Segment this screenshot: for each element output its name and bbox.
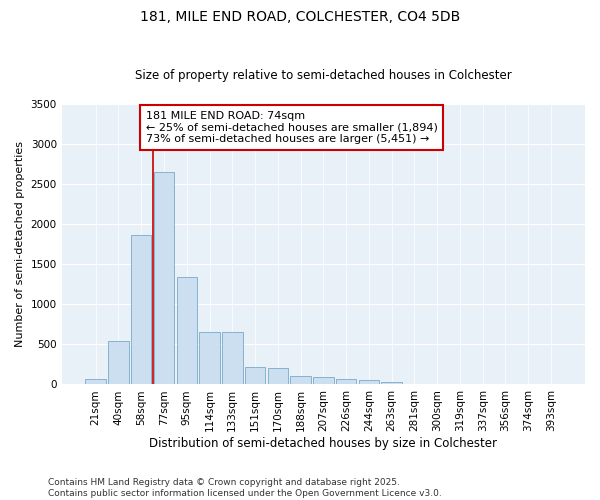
Bar (131, 236, 151, 384)
Bar (85, 379, 106, 384)
Bar (268, 368, 288, 384)
Y-axis label: Number of semi-detached properties: Number of semi-detached properties (15, 141, 25, 347)
Bar (359, 380, 379, 384)
Bar (222, 332, 242, 384)
X-axis label: Distribution of semi-detached houses by size in Colchester: Distribution of semi-detached houses by … (149, 437, 497, 450)
Bar (245, 367, 265, 384)
Title: Size of property relative to semi-detached houses in Colchester: Size of property relative to semi-detach… (135, 69, 512, 82)
Bar (313, 377, 334, 384)
Bar (290, 376, 311, 384)
Bar (382, 382, 402, 384)
Bar (336, 379, 356, 384)
Bar (199, 332, 220, 384)
Text: Contains HM Land Registry data © Crown copyright and database right 2025.
Contai: Contains HM Land Registry data © Crown c… (48, 478, 442, 498)
Bar (108, 341, 129, 384)
Text: 181 MILE END ROAD: 74sqm
← 25% of semi-detached houses are smaller (1,894)
73% o: 181 MILE END ROAD: 74sqm ← 25% of semi-d… (146, 111, 437, 144)
Bar (154, 172, 174, 384)
Text: 181, MILE END ROAD, COLCHESTER, CO4 5DB: 181, MILE END ROAD, COLCHESTER, CO4 5DB (140, 10, 460, 24)
Bar (176, 277, 197, 384)
